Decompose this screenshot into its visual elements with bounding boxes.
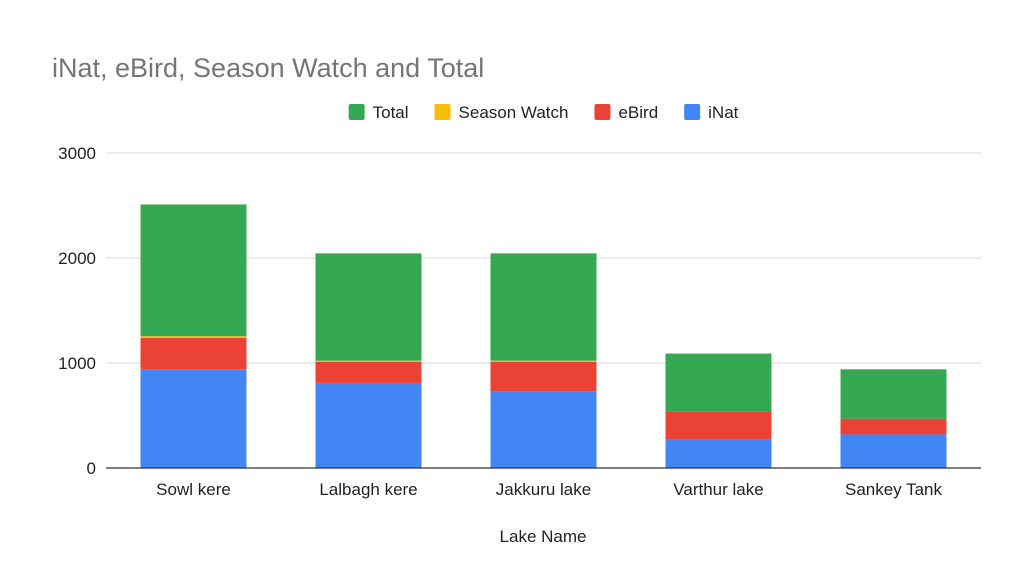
x-tick-label-jakkuru-lake: Jakkuru lake (496, 480, 591, 499)
legend-swatch-inat (684, 104, 701, 120)
x-axis-label: Lake Name (500, 527, 587, 546)
bar-varthur-lake-ebird[interactable] (665, 411, 772, 440)
bar-sankey-tank-inat[interactable] (840, 434, 947, 468)
bar-sowl-kere-inat[interactable] (140, 369, 247, 468)
chart-title: iNat, eBird, Season Watch and Total (52, 53, 484, 83)
bar-lalbagh-kere-inat[interactable] (315, 382, 422, 468)
legend-item-total[interactable]: Total (348, 103, 409, 122)
bar-sowl-kere-total[interactable] (140, 204, 247, 337)
legend-label-season-watch: Season Watch (459, 103, 569, 122)
bar-lalbagh-kere-total[interactable] (315, 253, 422, 361)
legend-swatch-season-watch (434, 104, 451, 120)
bar-sowl-kere-ebird[interactable] (140, 337, 247, 370)
bar-jakkuru-lake-inat[interactable] (490, 391, 597, 468)
bar-sowl-kere-season-watch[interactable] (140, 336, 247, 338)
y-tick-label-1000: 1000 (58, 354, 96, 373)
x-axis-ticks: Sowl kere Lalbagh kere Jakkuru lake Varthur… (156, 480, 942, 499)
bar-jakkuru-lake-ebird[interactable] (490, 361, 597, 392)
bar-sankey-tank-total[interactable] (840, 369, 947, 419)
legend-label-ebird: eBird (618, 103, 658, 122)
y-axis-ticks: 0 1000 2000 3000 (58, 144, 96, 478)
legend: Total Season Watch eBird iNat (348, 103, 739, 122)
legend-label-total: Total (373, 103, 409, 122)
bar-varthur-lake-inat[interactable] (665, 439, 772, 468)
x-tick-label-varthur-lake: Varthur lake (673, 480, 763, 499)
x-tick-label-sowl-kere: Sowl kere (156, 480, 231, 499)
legend-swatch-ebird (594, 104, 611, 120)
x-tick-label-sankey-tank: Sankey Tank (845, 480, 943, 499)
legend-item-season-watch[interactable]: Season Watch (434, 103, 569, 122)
legend-item-inat[interactable]: iNat (684, 103, 739, 122)
bar-jakkuru-lake-season-watch[interactable] (490, 360, 597, 362)
bar-lalbagh-kere-season-watch[interactable] (315, 360, 422, 362)
legend-item-ebird[interactable]: eBird (594, 103, 658, 122)
y-tick-label-3000: 3000 (58, 144, 96, 163)
y-tick-label-2000: 2000 (58, 249, 96, 268)
bar-sankey-tank-ebird[interactable] (840, 418, 947, 435)
legend-swatch-total (348, 104, 365, 120)
bars (140, 204, 947, 468)
bar-varthur-lake-total[interactable] (665, 353, 772, 412)
legend-label-inat: iNat (708, 103, 739, 122)
bar-jakkuru-lake-total[interactable] (490, 253, 597, 361)
bar-lalbagh-kere-ebird[interactable] (315, 361, 422, 383)
y-tick-label-0: 0 (87, 459, 96, 478)
x-tick-label-lalbagh-kere: Lalbagh kere (319, 480, 417, 499)
